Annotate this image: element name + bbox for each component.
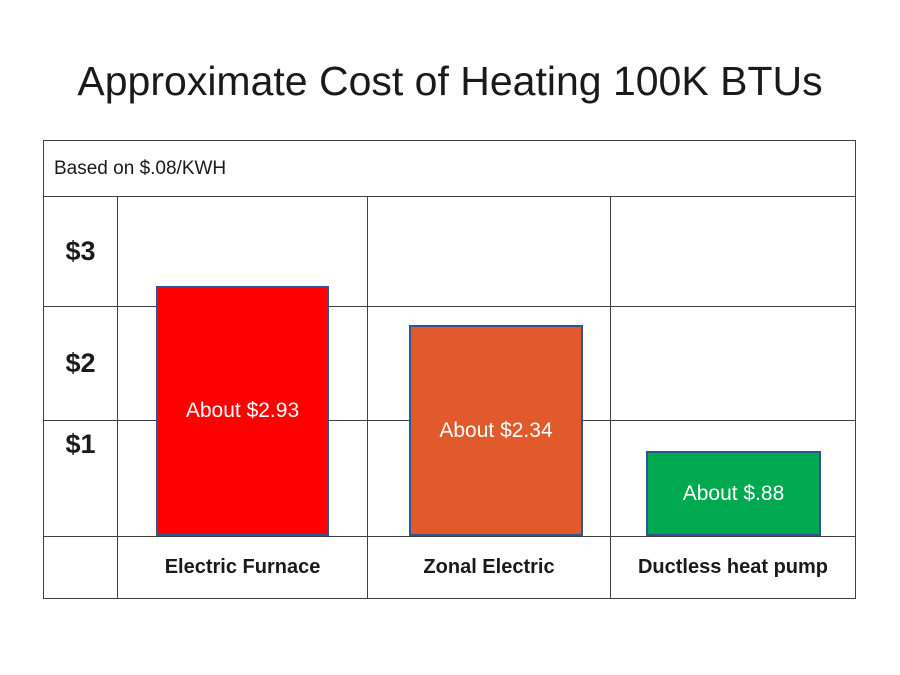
y-axis-tick-2-cell: $2 <box>44 307 118 421</box>
category-cell-zonal-electric: Zonal Electric <box>368 537 611 599</box>
category-cell-electric-furnace: Electric Furnace <box>118 537 368 599</box>
grid-cell <box>611 307 856 421</box>
bar-value-label-electric-furnace: About $2.93 <box>185 399 300 422</box>
grid-cell <box>44 537 118 599</box>
category-label-ductless-heat-pump: Ductless heat pump <box>637 556 829 578</box>
bar-ductless-heat-pump: About $.88 <box>646 451 821 536</box>
y-axis-tick-1-cell: $1 <box>44 421 118 537</box>
chart-title: Approximate Cost of Heating 100K BTUs <box>77 58 823 104</box>
bar-electric-furnace: About $2.93 <box>156 286 329 536</box>
chart-table: Based on $.08/KWH $3 $2 $1 Electric Furn… <box>43 140 856 599</box>
y-axis-tick-2: $2 <box>65 348 96 378</box>
grid-cell <box>368 421 611 537</box>
category-label-zonal-electric: Zonal Electric <box>423 556 555 578</box>
bar-value-label-zonal-electric: About $2.34 <box>439 418 553 442</box>
grid-cell <box>118 421 368 537</box>
bar-value-label-ductless-heat-pump: About $.88 <box>682 481 785 505</box>
chart-subtitle-cell: Based on $.08/KWH <box>44 141 856 197</box>
y-axis-tick-3: $3 <box>65 236 96 266</box>
grid-cell <box>368 197 611 307</box>
y-axis-tick-3-cell: $3 <box>44 197 118 307</box>
grid-cell <box>611 197 856 307</box>
y-axis-tick-1: $1 <box>65 429 96 459</box>
category-cell-ductless-heat-pump: Ductless heat pump <box>611 537 856 599</box>
grid-cell <box>611 421 856 537</box>
category-label-electric-furnace: Electric Furnace <box>164 556 321 578</box>
chart-subtitle: Based on $.08/KWH <box>54 157 227 179</box>
bar-zonal-electric: About $2.34 <box>409 325 583 536</box>
